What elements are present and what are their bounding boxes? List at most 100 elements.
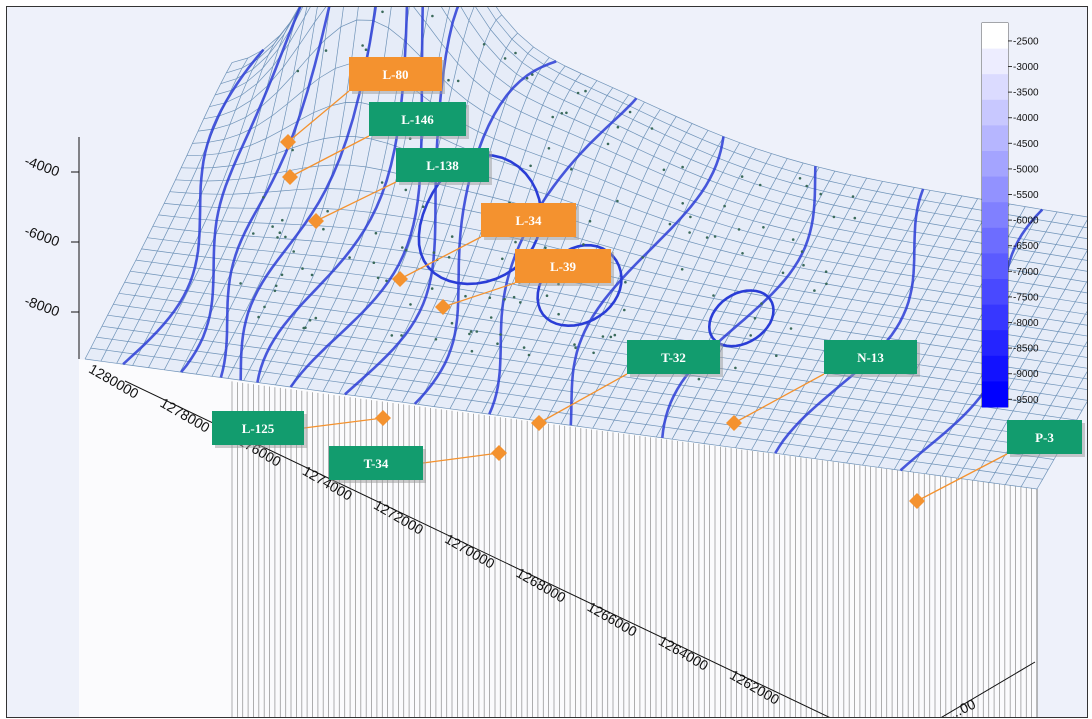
survey-point: [519, 301, 522, 304]
well-label: N-13: [857, 350, 884, 365]
well-callout-l-146: L-146: [282, 102, 469, 185]
colorbar-cell: [982, 253, 1008, 280]
survey-point: [239, 282, 242, 285]
colorbar-cell: [982, 381, 1008, 408]
colorbar-cell: [982, 304, 1008, 331]
well-label: T-34: [364, 456, 389, 471]
colorbar-tick-label: -2500: [1013, 36, 1039, 47]
survey-point: [624, 280, 627, 284]
survey-point: [257, 315, 260, 319]
survey-point: [723, 204, 726, 208]
leader-line: [422, 452, 500, 464]
mesh-line: [141, 248, 1087, 390]
survey-point: [609, 335, 613, 339]
colorbar-cell: [982, 355, 1008, 382]
z-axis: -4000 -6000 -8000: [23, 137, 80, 359]
survey-point: [450, 321, 454, 325]
survey-point: [825, 282, 828, 286]
survey-point: [712, 294, 715, 297]
mesh-line: [152, 225, 1087, 369]
survey-point: [301, 267, 304, 270]
well-callout-t-34: T-34: [329, 445, 507, 483]
well-label: L-138: [426, 158, 459, 173]
survey-point: [291, 148, 294, 152]
survey-point: [680, 268, 684, 271]
mesh-line: [164, 203, 1087, 348]
well-callout-p-3: P-3: [909, 420, 1085, 509]
leader-line: [916, 453, 1008, 502]
survey-point: [613, 333, 617, 337]
survey-point: [273, 289, 277, 293]
well-marker: [308, 213, 324, 229]
survey-point: [775, 354, 778, 358]
colorbar-cell: [982, 23, 1008, 50]
colorbar-tick-label: -4500: [1013, 139, 1039, 150]
survey-point: [280, 273, 284, 277]
colorbar-cell: [982, 151, 1008, 178]
contour-line: [122, 48, 265, 366]
survey-point: [574, 346, 577, 350]
survey-point: [800, 250, 804, 253]
survey-point: [681, 202, 684, 205]
well-label: L-39: [550, 259, 577, 274]
contour-line: [774, 188, 925, 454]
z-tick-label: -6000: [23, 222, 62, 249]
survey-point: [531, 73, 534, 76]
contour-loop: [707, 289, 775, 348]
mesh-line: [84, 358, 1038, 490]
well-callout-l-39: L-39: [435, 249, 614, 315]
well-label-box: [1007, 420, 1082, 454]
well-marker: [375, 410, 391, 426]
survey-point: [503, 298, 506, 301]
survey-point: [741, 252, 744, 255]
survey-point: [364, 48, 368, 51]
survey-point: [573, 343, 576, 346]
mesh-line: [214, 7, 1087, 250]
survey-point: [488, 296, 492, 300]
mesh-line: [118, 292, 1071, 431]
well-callout-l-80: L-80: [280, 57, 445, 150]
contour-loop: [417, 153, 543, 286]
survey-point: [501, 257, 504, 261]
well-label-box: [212, 411, 304, 445]
survey-point: [623, 308, 626, 312]
survey-point: [544, 246, 547, 249]
survey-point: [361, 44, 364, 47]
colorbar: -2500 -3000 -3500 -4000 -4500 -5000 -5500 -6000…: [981, 22, 1039, 408]
survey-point: [284, 235, 287, 239]
well-marker: [392, 271, 408, 287]
leader-line: [442, 282, 516, 308]
well-marker: [531, 415, 547, 431]
colorbar-tick-label: -8000: [1013, 318, 1039, 329]
survey-point: [482, 43, 486, 46]
survey-point: [740, 175, 744, 178]
survey-point: [798, 177, 802, 180]
well-label-box: [329, 446, 423, 480]
survey-point: [470, 349, 474, 353]
survey-point: [475, 330, 479, 333]
colorbar-tick-label: -7000: [1013, 267, 1039, 278]
survey-point: [308, 319, 312, 322]
mesh-line: [90, 347, 1043, 480]
survey-point: [592, 351, 595, 355]
well-label: L-80: [383, 67, 409, 82]
survey-point: [314, 316, 318, 320]
survey-point: [781, 271, 785, 275]
survey-point: [447, 78, 450, 82]
contour-line: [289, 7, 424, 388]
mesh-line: [147, 237, 1087, 380]
mesh-line: [220, 7, 1087, 240]
survey-point: [713, 235, 717, 238]
leader-line: [287, 90, 350, 143]
survey-point: [819, 192, 822, 196]
survey-point: [456, 79, 460, 83]
survey-point: [650, 127, 654, 130]
contour-line: [344, 7, 460, 396]
leader-line: [289, 135, 370, 178]
survey-point: [274, 284, 278, 288]
survey-point: [271, 225, 274, 228]
colorbar-tick-label: -8500: [1013, 344, 1039, 355]
survey-point: [570, 168, 573, 171]
mesh-line: [135, 259, 1087, 401]
mesh-line: [231, 7, 1087, 218]
